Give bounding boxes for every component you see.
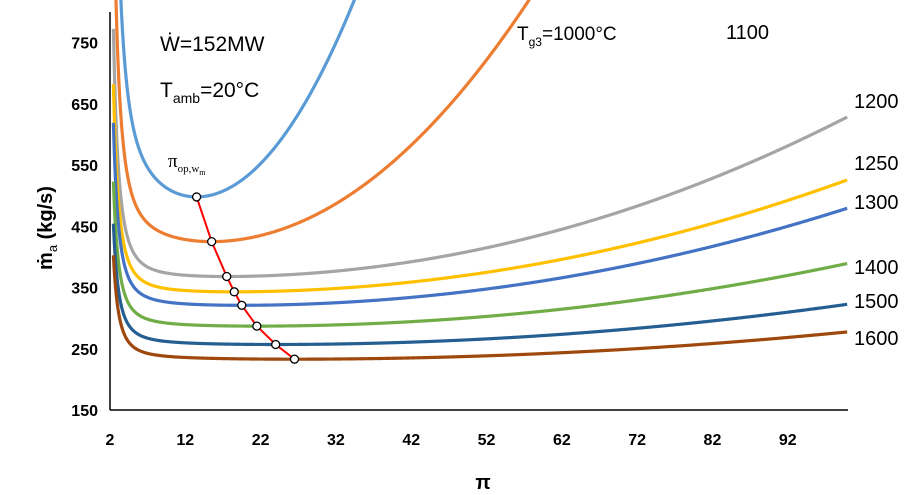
y-axis-title-unit: (kg/s): [35, 186, 57, 245]
optimum-point: [252, 321, 262, 331]
y-tick-label: 750: [71, 36, 98, 53]
series-label-1100: 1100: [726, 22, 769, 44]
x-tick-label: 72: [628, 432, 646, 449]
y-tick-label: 550: [71, 158, 98, 175]
optimum-main: π: [168, 151, 178, 172]
x-tick-label: 62: [553, 432, 571, 449]
optimum-point: [229, 287, 239, 297]
tamb-sub: amb: [173, 90, 200, 106]
optimum-pressure-ratio-label: πop,wm: [168, 151, 206, 177]
x-tick-label: 92: [779, 432, 797, 449]
series-label-1500: 1500: [854, 291, 899, 313]
x-tick-label: 2: [106, 432, 115, 449]
y-tick-label: 150: [71, 403, 98, 420]
y-tick-labels: 150 250 350 450 550 650 750: [71, 36, 98, 420]
ambient-temperature-annotation: Tamb=20°C: [160, 79, 259, 106]
series-line-1300: [111, 122, 848, 307]
x-tick-label: 22: [252, 432, 270, 449]
y-tick-label: 350: [71, 281, 98, 298]
axes: [109, 12, 848, 411]
series-line-1600: [111, 255, 848, 361]
optimum-connecting-line: [195, 196, 296, 360]
svg-text:ṁa (kg/s): ṁa (kg/s): [35, 186, 60, 270]
x-tick-label: 52: [478, 432, 496, 449]
tg3-sub: g3: [529, 35, 543, 49]
series-label-1400: 1400: [854, 257, 899, 279]
optimum-subsub: m: [199, 168, 206, 177]
y-tick-label: 250: [71, 342, 98, 359]
x-tick-label: 32: [327, 432, 345, 449]
tamb-main: T: [160, 79, 173, 102]
series-label-1200: 1200: [854, 91, 899, 113]
series-line-1500: [111, 223, 848, 347]
y-tick-label: 450: [71, 219, 98, 236]
x-axis-title: π: [475, 472, 490, 494]
x-tick-labels: 2 12 22 32 42 52 62 72 82 92: [106, 432, 797, 449]
tg3-main: T: [517, 24, 529, 45]
optimum-point: [207, 236, 217, 247]
optimum-point: [289, 354, 300, 364]
series-line-1000: [119, 0, 357, 199]
optimum-point: [237, 300, 247, 310]
y-axis-title-main: ṁ: [35, 252, 57, 270]
x-tick-label: 82: [704, 432, 722, 449]
optimum-line: [191, 192, 300, 364]
optimum-sub: op,w: [178, 163, 200, 175]
series-line-1250: [111, 84, 848, 294]
optimum-point: [222, 271, 232, 282]
tg3-value: =1000°C: [542, 24, 617, 45]
tamb-value: =20°C: [200, 79, 259, 102]
series-line-1400: [111, 181, 848, 328]
series-line-1200: [111, 28, 848, 279]
y-axis-title: ṁa (kg/s): [35, 186, 60, 270]
y-tick-label: 650: [71, 97, 98, 114]
series-label-1300: 1300: [854, 192, 899, 214]
y-axis-title-sub: a: [45, 244, 60, 252]
power-annotation: Ẇ=152MW: [160, 33, 265, 56]
x-tick-label: 42: [402, 432, 420, 449]
optimum-point: [271, 339, 281, 350]
series-label-1250: 1250: [854, 153, 899, 175]
series-labels: 1100 1200 1250 1300 1400 1500 1600: [726, 22, 899, 350]
x-tick-label: 12: [176, 432, 194, 449]
series-line-1100: [114, 0, 531, 244]
series-label-1600: 1600: [854, 328, 899, 350]
tg3-annotation: Tg3=1000°C: [517, 24, 617, 49]
optimum-point: [191, 192, 202, 202]
